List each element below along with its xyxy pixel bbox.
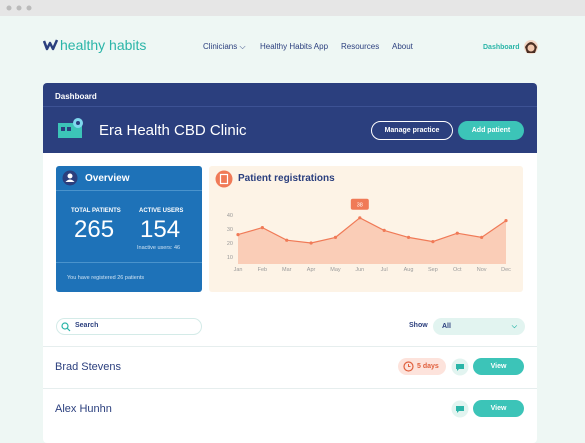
point [480, 235, 484, 239]
patient-name[interactable]: Brad Stevens [55, 361, 122, 373]
x-tick-label: Feb [258, 267, 267, 273]
row-divider [43, 346, 537, 347]
overview-card [56, 166, 202, 292]
nav-link[interactable]: About [392, 42, 413, 51]
value-label: 38 [357, 202, 363, 208]
chart-title: Patient registrations [238, 173, 335, 184]
nav-link[interactable]: Resources [341, 42, 380, 51]
x-tick-label: Sep [428, 267, 438, 273]
overview-footer: You have registered 26 patients [67, 275, 145, 281]
filter-value: All [442, 323, 451, 330]
view-button[interactable]: View [473, 400, 524, 417]
chat-button[interactable] [451, 400, 469, 418]
view-button[interactable]: View [473, 358, 524, 375]
row-divider [43, 388, 537, 389]
divider [56, 262, 202, 263]
value-label-box [350, 198, 369, 210]
y-tick-label: 20 [227, 241, 233, 247]
y-tick-label: 10 [227, 255, 233, 261]
x-tick-label: Jun [355, 267, 364, 273]
x-tick-label: May [330, 267, 341, 273]
search-icon [61, 322, 71, 332]
stat-label: TOTAL PATIENTS [71, 208, 121, 214]
x-tick-label: Nov [477, 267, 487, 273]
manage-button[interactable]: Manage practice [371, 121, 453, 140]
badge: 5 days [398, 358, 446, 375]
x-tick-label: Oct [453, 267, 462, 273]
chevron: ⌵ [511, 323, 517, 330]
x-tick-label: Jan [234, 267, 243, 273]
filter-label: Show [409, 322, 428, 329]
chart: 10 20 30 40 38 Jan Feb Mar Apr May Jun Jul Aug Sep Oct… [227, 198, 511, 273]
nav-text: Clinicians [203, 42, 238, 51]
point [431, 240, 435, 244]
account-link[interactable]: Dashboard [483, 44, 520, 51]
divider [43, 106, 537, 107]
line [237, 217, 507, 244]
browser-bar [0, 0, 585, 16]
filter-select[interactable]: All ⌵ [433, 318, 525, 335]
y-tick-label: 40 [227, 213, 233, 219]
x-tick-label: Mar [282, 267, 292, 273]
add-patient-button[interactable]: Add patient [458, 121, 524, 140]
overview-icon [62, 170, 78, 186]
registrations-icon [215, 170, 233, 188]
window-controls [6, 5, 32, 11]
stat-value: 154 [140, 216, 181, 243]
x-tick-label: Aug [404, 267, 414, 273]
point [406, 235, 411, 239]
y-tick-label: 30 [227, 227, 233, 233]
clinic-icon [58, 118, 83, 138]
x-tick-label: Dec [501, 267, 511, 273]
badge-text: 5 days [417, 363, 439, 370]
stat-value: 265 [74, 216, 115, 243]
chat-button[interactable] [451, 358, 469, 376]
point [382, 228, 386, 232]
avatar[interactable] [523, 39, 539, 55]
divider [56, 190, 202, 191]
point [285, 238, 289, 242]
point [455, 231, 459, 235]
nav-link[interactable]: Healthy Habits App [260, 42, 329, 51]
point [236, 233, 240, 237]
stat-label: ACTIVE USERS [139, 208, 184, 214]
logo-mark [43, 39, 59, 51]
point [333, 235, 338, 239]
search-placeholder: Search [75, 322, 99, 329]
point [260, 226, 264, 230]
area [238, 217, 506, 264]
overview-title: Overview [85, 173, 130, 184]
search-box[interactable] [56, 318, 202, 335]
point [358, 216, 362, 220]
clinic-name: Era Health CBD Clinic [99, 122, 247, 139]
logo[interactable]: healthy habits [60, 37, 147, 53]
x-tick-label: Apr [307, 267, 316, 273]
point [504, 219, 508, 223]
section-title: Dashboard [55, 92, 97, 101]
nav-link[interactable]: Clinicians ⌵ [203, 42, 246, 51]
header [43, 83, 537, 153]
point [309, 241, 313, 245]
stat-note: Inactive users: 46 [137, 245, 181, 251]
x-tick-label: Jul [381, 267, 388, 273]
clock-icon [403, 361, 414, 372]
patient-name[interactable]: Alex Hunhn [55, 403, 112, 415]
